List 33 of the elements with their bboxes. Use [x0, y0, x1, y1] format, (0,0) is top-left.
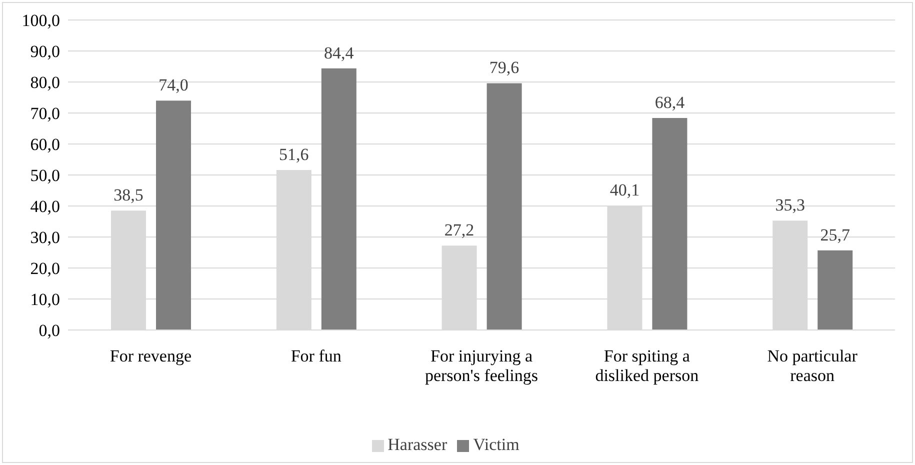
data-label: 84,4 [324, 43, 354, 62]
data-label: 35,3 [775, 196, 805, 215]
y-tick-label: 30,0 [30, 228, 60, 248]
bar [652, 118, 688, 330]
data-label: 38,5 [114, 186, 144, 205]
x-tick-label: For injurying a person's feelings [424, 346, 538, 385]
x-tick-label: For revenge [110, 346, 192, 366]
x-tick-label: For fun [290, 346, 342, 366]
y-tick-label: 40,0 [30, 197, 60, 216]
data-label: 27,2 [444, 220, 474, 240]
x-tick-label: For spiting a disliked person [595, 346, 700, 385]
y-tick-label: 10,0 [30, 290, 60, 310]
legend-label: Victim [473, 435, 520, 454]
data-label: 74,0 [158, 76, 188, 95]
data-label: 68,4 [654, 92, 686, 112]
bar [321, 68, 356, 330]
data-label: 40,1 [610, 180, 640, 200]
data-label: 79,6 [489, 58, 520, 78]
x-tick-label: No particular reason [767, 346, 858, 385]
y-tick-label: 70,0 [30, 104, 60, 124]
data-label: 25,7 [820, 225, 850, 244]
legend-label: Harasser [388, 435, 448, 454]
y-tick-label: 80,0 [30, 73, 60, 92]
y-tick-label: 60,0 [30, 135, 60, 154]
y-tick-label: 100,0 [22, 11, 60, 30]
bar [156, 100, 192, 330]
bar [818, 250, 853, 330]
bar [486, 83, 522, 330]
y-tick-label: 0,0 [38, 321, 60, 340]
y-tick-label: 20,0 [30, 259, 60, 278]
y-tick-label: 90,0 [30, 42, 60, 62]
y-tick-label: 50,0 [30, 166, 60, 186]
data-label: 51,6 [279, 145, 309, 164]
